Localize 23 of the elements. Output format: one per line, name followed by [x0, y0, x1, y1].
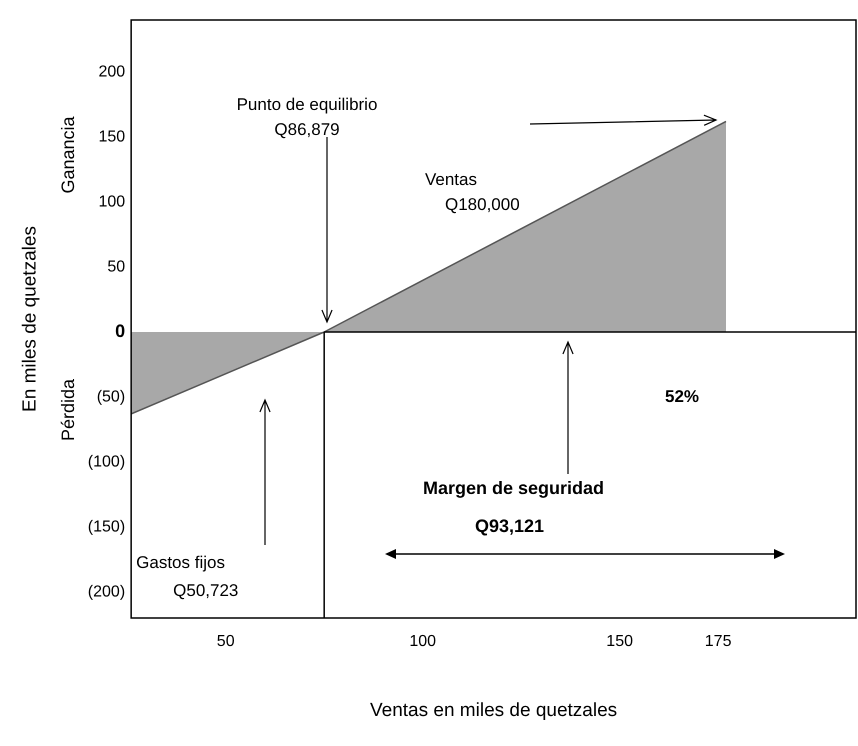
text: Pérdida: [58, 378, 78, 442]
x-tick-label: 100: [409, 633, 436, 650]
y-tick-label: (100): [88, 453, 126, 470]
y-axis-title: En miles de quetzales: [20, 226, 41, 412]
y-tick-label: 150: [98, 128, 126, 146]
y-tick-label: 50: [107, 258, 126, 276]
annotation: Gastos fijos Q50,723: [136, 553, 238, 600]
x-tick-label: 175: [704, 633, 732, 650]
y-tick-label: 100: [98, 193, 126, 210]
y-tick-label: 0: [115, 320, 126, 341]
x-axis-title: Ventas en miles de quetzales: [370, 700, 618, 721]
annotation: 52%: [665, 387, 700, 406]
annotation: Ventas Q180,000: [425, 170, 520, 214]
y-tick-label: (150): [88, 518, 126, 536]
annotation: Punto de equilibrio Q86,879: [236, 95, 378, 139]
y-tick-label: (200): [88, 583, 126, 600]
annotation: Margen de seguridad: [423, 478, 604, 498]
x-tick-label: 150: [606, 633, 634, 650]
y-tick-label: 200: [98, 63, 126, 80]
text: Ganancia: [58, 115, 78, 194]
x-tick-label: 50: [216, 633, 235, 650]
annotation: Q93,121: [475, 516, 544, 536]
y-tick-label: (50): [96, 388, 126, 406]
